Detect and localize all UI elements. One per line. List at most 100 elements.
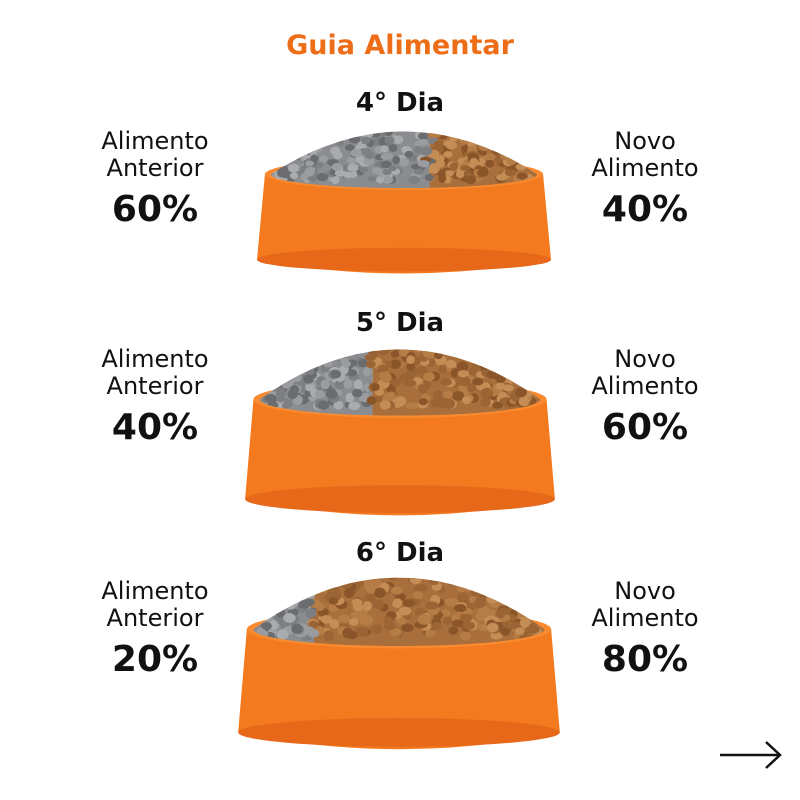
old-kibble xyxy=(417,160,430,168)
old-kibble xyxy=(358,358,368,368)
new-kibble xyxy=(364,592,376,604)
bowl-body xyxy=(238,629,560,750)
new-kibble xyxy=(442,616,453,625)
old-kibble xyxy=(287,163,300,173)
new-kibble xyxy=(495,609,506,619)
new-kibble xyxy=(406,362,416,371)
new-kibble xyxy=(470,586,481,597)
food-bowl-image xyxy=(245,346,555,516)
new-kibble xyxy=(374,587,386,598)
arrow-right-icon[interactable] xyxy=(718,738,784,772)
new-kibble xyxy=(475,611,485,622)
new-kibble xyxy=(370,624,383,634)
old-kibble xyxy=(281,170,290,179)
new-kibble xyxy=(473,599,486,609)
new-kibble xyxy=(515,163,527,171)
new-kibble xyxy=(349,618,359,626)
old-kibble xyxy=(310,154,319,163)
old-kibble xyxy=(261,622,272,630)
old-kibble xyxy=(347,163,359,172)
new-kibble xyxy=(504,168,517,177)
old-kibble xyxy=(351,388,363,398)
old-kibble xyxy=(304,168,315,177)
new-kibble xyxy=(457,370,469,378)
old-kibble xyxy=(275,607,286,618)
old-food-percent: 20% xyxy=(111,639,199,680)
new-kibble xyxy=(399,373,409,382)
old-kibble xyxy=(392,155,401,165)
new-kibble xyxy=(390,378,402,386)
new-kibble xyxy=(502,384,514,392)
new-kibble xyxy=(387,577,399,581)
new-kibble xyxy=(514,627,525,636)
new-food-percent: 60% xyxy=(601,407,689,448)
new-kibble xyxy=(428,577,439,586)
old-kibble xyxy=(335,139,345,147)
old-kibble xyxy=(289,384,300,394)
old-food-block: Alimento Anterior 20% xyxy=(45,578,265,680)
new-kibble xyxy=(460,631,472,641)
stage-day-label: 6° Dia xyxy=(355,538,445,568)
old-kibble xyxy=(316,173,329,182)
new-kibble xyxy=(370,574,380,578)
old-kibble xyxy=(285,601,296,610)
new-kibble xyxy=(456,582,467,593)
new-kibble xyxy=(408,574,421,576)
old-kibble xyxy=(264,394,277,403)
new-kibble xyxy=(316,584,327,593)
old-kibble xyxy=(388,143,398,152)
new-kibble xyxy=(418,398,428,406)
old-kibble xyxy=(384,136,395,145)
new-kibble xyxy=(462,621,475,630)
old-kibble xyxy=(346,157,357,165)
new-kibble xyxy=(442,391,454,399)
new-kibble xyxy=(449,162,459,171)
new-kibble xyxy=(398,606,412,616)
old-kibble xyxy=(342,349,352,356)
new-kibble xyxy=(425,629,436,637)
new-kibble xyxy=(340,577,350,585)
new-kibble xyxy=(394,346,406,348)
new-kibble xyxy=(388,359,402,369)
new-kibble xyxy=(466,383,476,393)
new-kibble xyxy=(340,577,351,582)
old-kibble xyxy=(398,158,410,167)
old-kibble xyxy=(418,139,429,146)
old-kibble xyxy=(382,175,394,184)
new-kibble xyxy=(469,158,479,167)
old-kibble xyxy=(419,128,430,131)
new-kibble xyxy=(486,370,498,379)
new-kibble xyxy=(335,577,347,584)
old-kibble xyxy=(291,623,303,634)
bowl-body xyxy=(256,174,552,274)
old-kibble xyxy=(375,176,385,184)
new-kibble xyxy=(428,165,440,174)
new-kibble xyxy=(485,159,494,168)
new-kibble xyxy=(418,383,428,394)
old-kibble xyxy=(330,369,342,379)
new-kibble xyxy=(390,350,400,358)
new-kibble xyxy=(402,599,416,607)
old-food-block: Alimento Anterior 40% xyxy=(45,346,265,448)
new-kibble xyxy=(516,172,528,180)
old-food-label: Anterior xyxy=(106,154,204,182)
food-bowl-image xyxy=(238,574,560,750)
old-kibble xyxy=(418,132,429,140)
new-kibble xyxy=(352,603,364,612)
new-kibble xyxy=(515,387,527,398)
old-kibble xyxy=(305,160,315,167)
new-kibble xyxy=(480,397,491,408)
new-kibble xyxy=(364,353,377,362)
old-kibble xyxy=(380,160,392,169)
old-kibble xyxy=(384,131,393,137)
new-kibble xyxy=(366,586,376,594)
new-kibble xyxy=(425,601,439,610)
new-kibble xyxy=(464,583,478,592)
new-kibble xyxy=(484,153,496,161)
old-kibble xyxy=(420,146,433,156)
new-kibble xyxy=(444,597,458,607)
new-kibble xyxy=(485,610,499,618)
new-kibble xyxy=(403,379,417,387)
new-kibble xyxy=(327,586,340,595)
old-kibble xyxy=(353,379,363,390)
